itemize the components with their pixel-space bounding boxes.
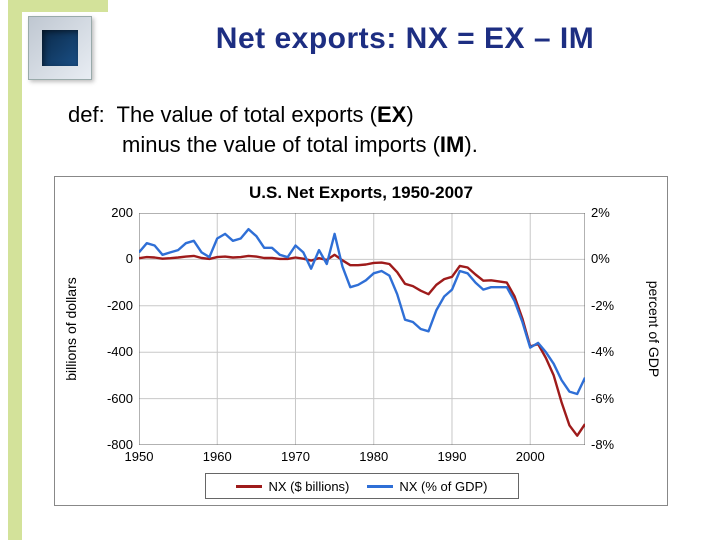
chart-container: U.S. Net Exports, 1950-2007 billions of … <box>54 176 668 506</box>
xtick: 2000 <box>510 449 550 464</box>
legend-item-nx-pct: NX (% of GDP) <box>367 479 487 494</box>
def-line1b: ) <box>406 102 413 127</box>
ytick-right: -2% <box>591 298 631 313</box>
legend-label-0: NX ($ billions) <box>268 479 349 494</box>
xtick: 1970 <box>275 449 315 464</box>
legend-swatch-0 <box>236 485 262 488</box>
def-ex: EX <box>377 102 406 127</box>
ytick-left: -200 <box>93 298 133 313</box>
y-axis-left-label: billions of dollars <box>59 213 79 445</box>
def-line2a: minus the value of total imports ( <box>122 132 440 157</box>
def-im: IM <box>440 132 464 157</box>
ytick-right: 0% <box>591 251 631 266</box>
legend-label-1: NX (% of GDP) <box>399 479 487 494</box>
ytick-left: 0 <box>93 251 133 266</box>
def-line2b: ). <box>464 132 477 157</box>
slide-logo <box>28 16 92 80</box>
ytick-left: -600 <box>93 391 133 406</box>
legend-swatch-1 <box>367 485 393 488</box>
plot-area <box>139 213 585 445</box>
ytick-right: -6% <box>591 391 631 406</box>
slide: Net exports: NX = EX – IM def: The value… <box>0 0 720 540</box>
xtick: 1960 <box>197 449 237 464</box>
xtick: 1990 <box>432 449 472 464</box>
definition-text: def: The value of total exports (EX) min… <box>68 100 668 159</box>
ytick-left: -400 <box>93 344 133 359</box>
top-accent-bar <box>8 0 108 12</box>
chart-title: U.S. Net Exports, 1950-2007 <box>55 183 667 203</box>
legend-item-nx-billions: NX ($ billions) <box>236 479 349 494</box>
ytick-right: -4% <box>591 344 631 359</box>
ytick-right: 2% <box>591 205 631 220</box>
left-accent-bar <box>8 0 22 540</box>
def-line1: The value of total exports ( <box>117 102 377 127</box>
xtick: 1950 <box>119 449 159 464</box>
ytick-right: -8% <box>591 437 631 452</box>
chart-svg <box>139 213 585 445</box>
def-prefix: def: <box>68 102 105 127</box>
ytick-left: 200 <box>93 205 133 220</box>
xtick: 1980 <box>354 449 394 464</box>
slide-title: Net exports: NX = EX – IM <box>110 22 700 56</box>
chart-legend: NX ($ billions) NX (% of GDP) <box>205 473 519 499</box>
y-axis-right-label: percent of GDP <box>643 213 663 445</box>
